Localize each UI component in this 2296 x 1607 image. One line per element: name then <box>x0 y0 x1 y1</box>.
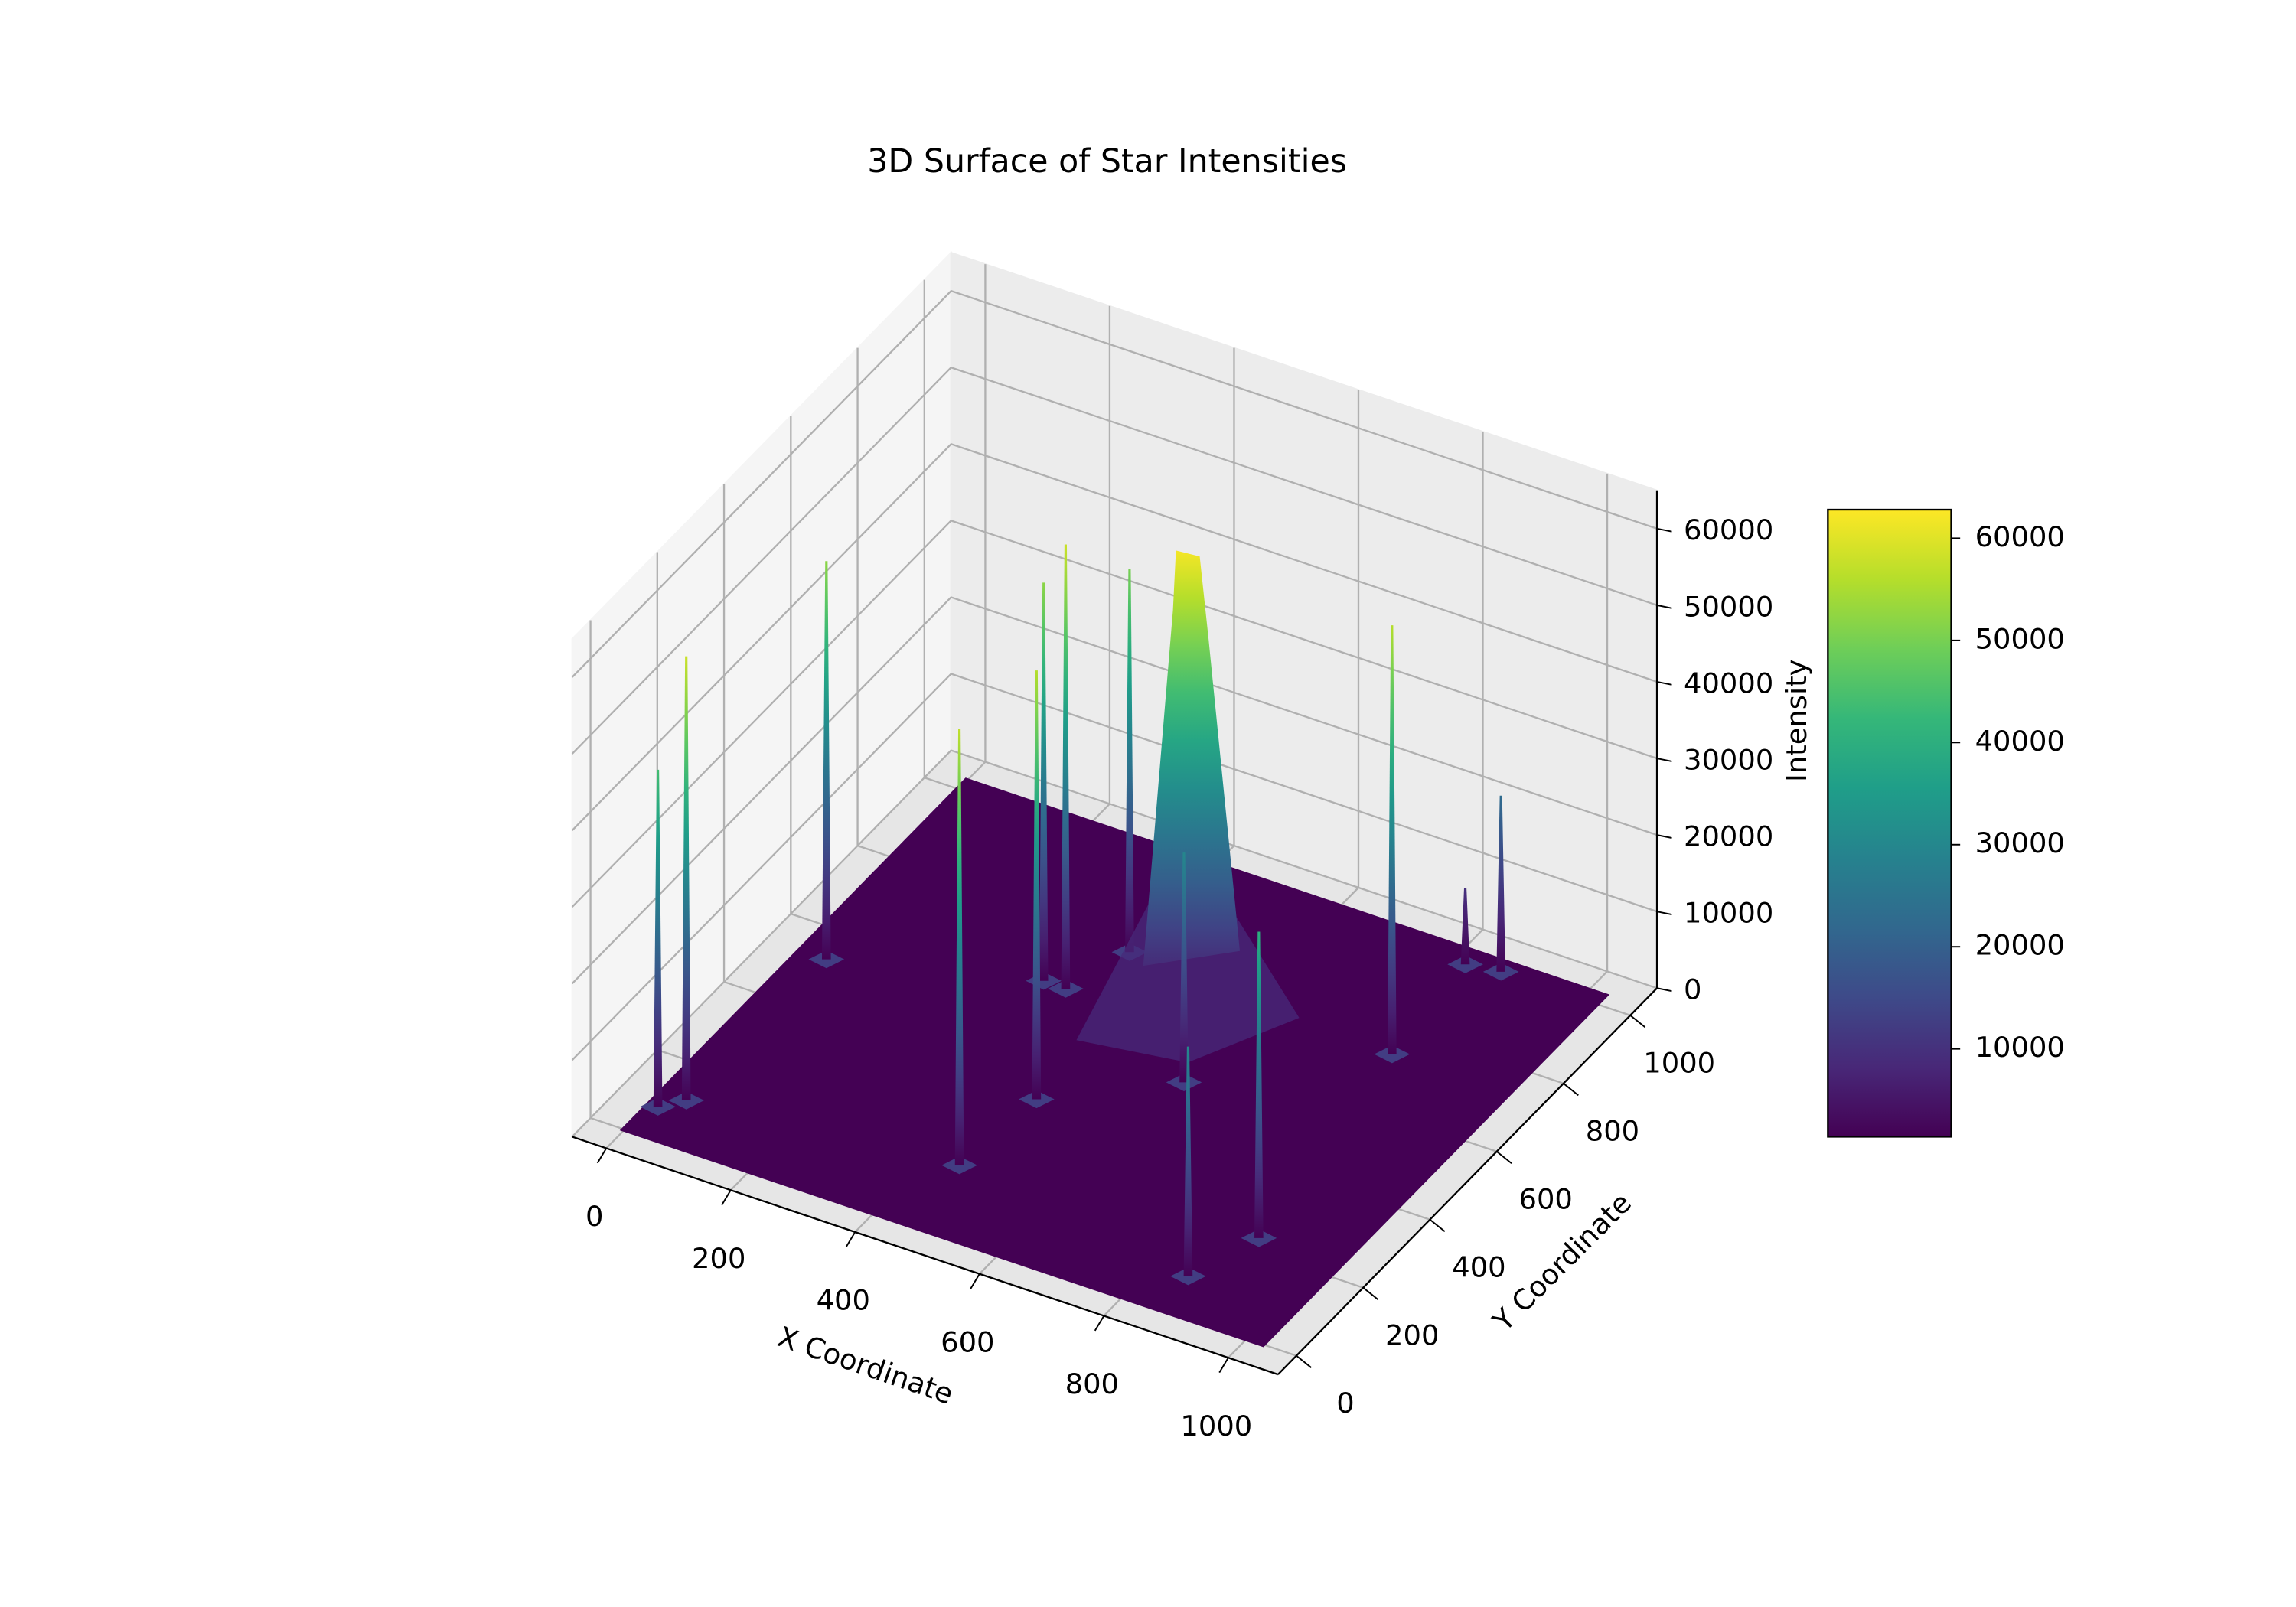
z-axis-label: Intensity <box>1780 659 1813 781</box>
y-tick <box>1629 1015 1646 1028</box>
x-tick <box>1218 1357 1229 1374</box>
y-tick-label: 200 <box>1385 1319 1439 1351</box>
x-tick <box>845 1231 856 1247</box>
x-tick <box>1094 1315 1105 1332</box>
star-spike <box>1032 670 1042 1100</box>
z-tick <box>1656 527 1672 533</box>
star-spike <box>1061 544 1071 989</box>
grid-line <box>571 367 952 755</box>
x-tick <box>970 1273 980 1289</box>
star-spike <box>1388 625 1397 1054</box>
y-tick-label: 1000 <box>1643 1046 1715 1079</box>
grid-line <box>571 596 952 985</box>
grid-line <box>951 443 1658 683</box>
star-spike <box>1254 931 1264 1238</box>
axis-line <box>572 1136 1279 1376</box>
x-tick <box>596 1147 608 1164</box>
grid-line <box>571 290 952 678</box>
z-tick <box>1656 987 1672 993</box>
y-tick <box>1362 1286 1379 1300</box>
colorbar-tick-label: 60000 <box>1975 520 2065 553</box>
grid-line <box>951 749 1658 989</box>
z-tick-label: 10000 <box>1684 897 1773 930</box>
chart-title: 3D Surface of Star Intensities <box>867 142 1347 181</box>
colorbar-tick-label: 20000 <box>1975 929 2065 962</box>
star-spike <box>821 561 831 960</box>
star-spike <box>1039 582 1049 981</box>
peak <box>1143 550 1240 966</box>
x-tick-label: 400 <box>817 1284 870 1317</box>
x-tick-label: 800 <box>1065 1367 1119 1400</box>
colorbar <box>1827 508 1952 1138</box>
star-spike <box>1183 1046 1193 1276</box>
grid-line <box>571 520 952 908</box>
x-tick-label: 0 <box>585 1200 603 1233</box>
x-tick <box>721 1189 732 1206</box>
y-tick-label: 600 <box>1519 1182 1573 1215</box>
y-tick-label: 400 <box>1452 1250 1505 1283</box>
y-tick <box>1563 1083 1579 1097</box>
x-tick-label: 200 <box>692 1242 745 1275</box>
colorbar-tick-label: 10000 <box>1975 1031 2065 1064</box>
star-spike <box>1125 569 1134 953</box>
z-tick-label: 60000 <box>1684 513 1773 546</box>
star-spike <box>1496 795 1505 972</box>
z-tick <box>1656 911 1672 916</box>
y-tick-label: 0 <box>1336 1387 1354 1420</box>
z-tick-label: 0 <box>1684 973 1701 1006</box>
z-tick-label: 20000 <box>1684 820 1773 852</box>
grid-line <box>571 673 952 1061</box>
y-tick <box>1296 1354 1312 1368</box>
grid-line <box>951 673 1658 913</box>
colorbar-tick-label: 30000 <box>1975 826 2065 859</box>
y-tick <box>1496 1151 1512 1165</box>
z-tick <box>1656 834 1672 839</box>
z-tick-label: 50000 <box>1684 590 1773 623</box>
colorbar-tick-label: 40000 <box>1975 725 2065 758</box>
grid-line <box>951 367 1658 606</box>
star-spike <box>954 729 964 1165</box>
grid-line <box>951 596 1658 836</box>
colorbar-tick-label: 50000 <box>1975 622 2065 655</box>
grid-line <box>951 520 1658 760</box>
peak-base <box>1076 892 1300 1063</box>
y-tick <box>1429 1218 1446 1233</box>
z-tick-label: 30000 <box>1684 743 1773 776</box>
z-tick <box>1656 681 1672 686</box>
star-spike <box>1460 888 1470 965</box>
axis-line <box>1277 987 1658 1375</box>
grid-line <box>571 749 952 1138</box>
y-tick-label: 800 <box>1586 1114 1639 1147</box>
z-tick <box>1656 758 1672 762</box>
star-spike <box>681 656 691 1101</box>
x-tick-label: 1000 <box>1180 1410 1252 1442</box>
star-spike <box>653 769 663 1107</box>
grid-line <box>571 443 952 831</box>
x-tick-label: 600 <box>941 1325 994 1358</box>
star-spike <box>1179 852 1189 1083</box>
grid-line <box>951 290 1658 530</box>
x-axis-label: X Coordinate <box>774 1320 957 1411</box>
surface-floor <box>619 777 1610 1348</box>
z-tick-label: 40000 <box>1684 667 1773 699</box>
z-tick <box>1656 604 1672 609</box>
